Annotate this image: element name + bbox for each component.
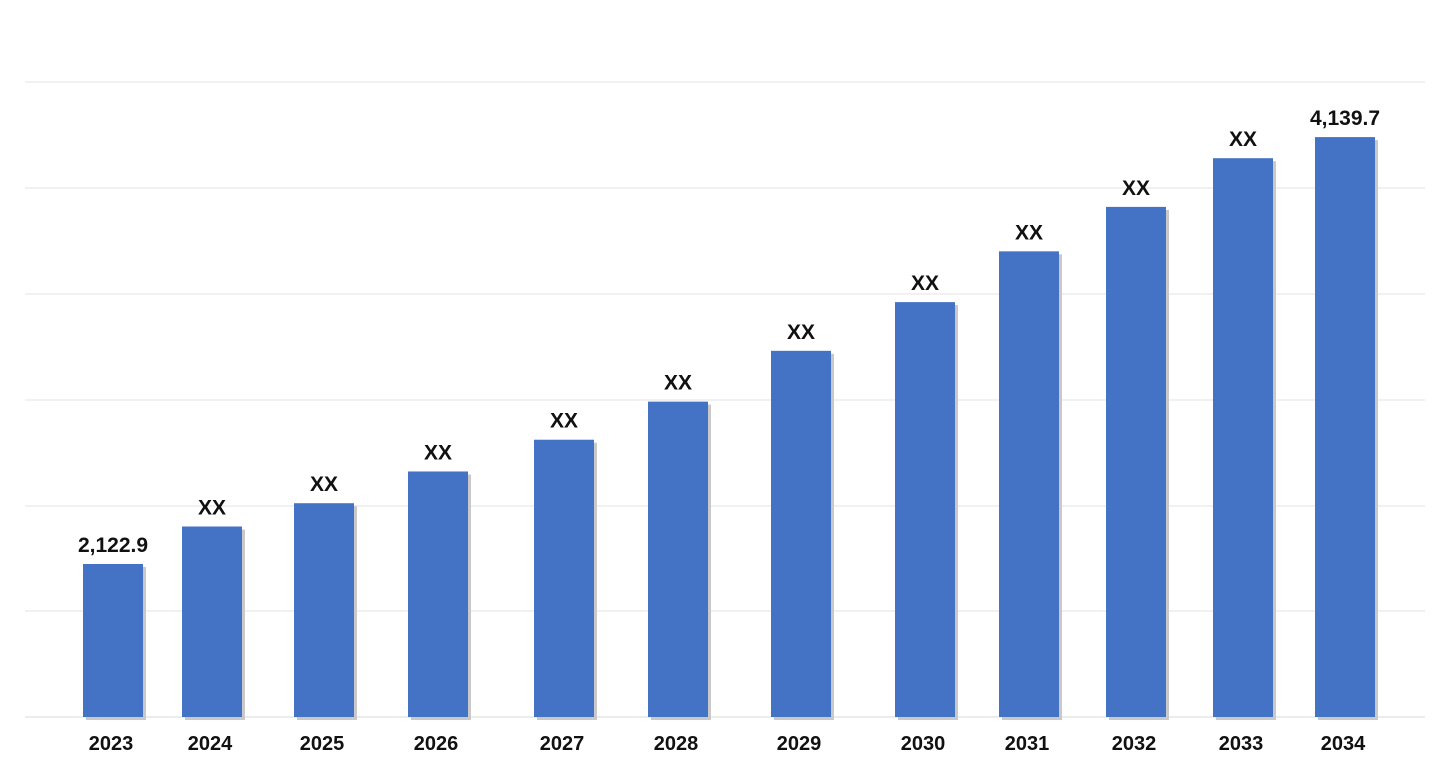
bar-2033 <box>1213 158 1273 717</box>
bar-2032 <box>1106 206 1166 717</box>
data-label-2025: XX <box>310 473 338 496</box>
x-axis-tick-labels: 2023 2024 2025 2026 2027 2028 2029 2030 2031 2032… <box>89 733 1366 755</box>
x-tick-label-2026: 2026 <box>414 733 459 755</box>
data-label-2034: 4,139.7 <box>1310 107 1380 130</box>
x-tick-label-2033: 2033 <box>1219 733 1264 755</box>
x-tick-label-2031: 2031 <box>1005 733 1050 755</box>
bar-2031 <box>999 251 1059 718</box>
data-label-2029: XX <box>787 321 815 344</box>
bar-2034 <box>1315 137 1375 718</box>
x-tick-label-2028: 2028 <box>654 733 699 755</box>
gridlines <box>25 81 1425 718</box>
x-tick-label-2032: 2032 <box>1112 733 1157 755</box>
x-tick-label-2029: 2029 <box>777 733 822 755</box>
x-tick-label-2025: 2025 <box>300 733 345 755</box>
data-label-2031: XX <box>1015 221 1043 244</box>
data-label-2028: XX <box>664 372 692 395</box>
x-tick-label-2024: 2024 <box>188 733 233 755</box>
bar-2030 <box>895 302 955 717</box>
bar-2024 <box>182 526 242 717</box>
x-tick-label-2030: 2030 <box>901 733 946 755</box>
data-label-2023: 2,122.9 <box>78 534 148 557</box>
data-label-2033: XX <box>1229 128 1257 151</box>
data-label-2027: XX <box>550 410 578 433</box>
x-tick-label-2023: 2023 <box>89 733 134 755</box>
x-tick-label-2034: 2034 <box>1321 733 1366 755</box>
bar-2027 <box>534 439 594 717</box>
data-label-2024: XX <box>198 497 226 520</box>
bar-2029 <box>771 350 831 717</box>
data-label-2026: XX <box>424 441 452 464</box>
data-label-2032: XX <box>1122 177 1150 200</box>
bar-2028 <box>648 401 708 717</box>
bar-2023 <box>83 563 143 717</box>
data-label-2030: XX <box>911 272 939 295</box>
x-tick-label-2027: 2027 <box>540 733 585 755</box>
bar-2025 <box>294 503 354 717</box>
bars <box>83 137 1378 721</box>
bar-2026 <box>408 471 468 717</box>
data-labels: 2,122.9 XX XX XX XX XX XX XX XX XX XX 4,139.7 <box>78 107 1380 557</box>
